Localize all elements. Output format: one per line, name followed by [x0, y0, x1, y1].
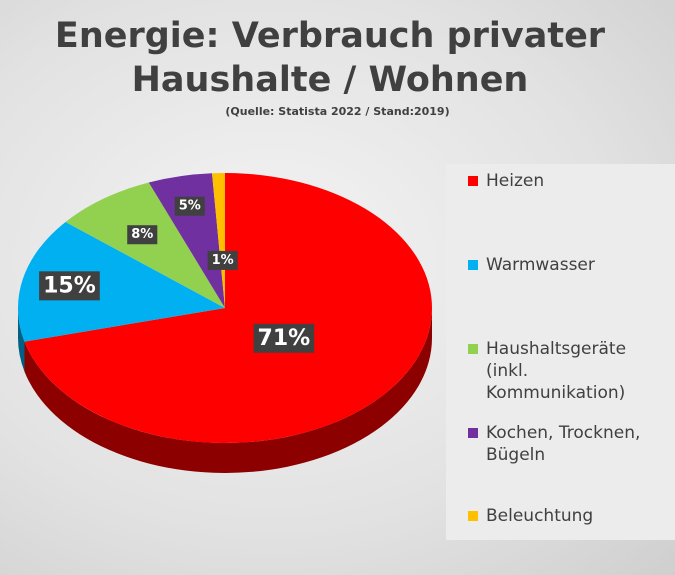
legend-entry: Warmwasser	[468, 254, 668, 276]
slice	[148, 173, 225, 308]
slice	[212, 173, 225, 308]
legend-label: Haushaltsgeräte (inkl. Kommunikation)	[486, 339, 627, 403]
data-label-box	[207, 250, 238, 270]
legend-entry: Beleuchtung	[468, 505, 668, 527]
legend-marker	[468, 428, 478, 438]
data-label-text: 71%	[258, 326, 311, 351]
data-label-box	[39, 271, 100, 301]
chart-subtitle: (Quelle: Statista 2022 / Stand:2019)	[225, 105, 450, 118]
legend-label: Heizen	[486, 171, 545, 191]
legend-entry: Heizen	[468, 170, 668, 192]
slice	[24, 173, 432, 444]
data-label: 5%	[174, 196, 205, 216]
legend-label: Beleuchtung	[486, 506, 594, 526]
data-label-box	[253, 323, 315, 353]
legend-entry: Kochen, Trocknen, Bügeln	[468, 422, 668, 466]
data-label-text: 15%	[43, 273, 96, 298]
slice-side	[24, 308, 432, 473]
data-label: 8%	[127, 225, 158, 245]
slice-side	[18, 308, 25, 372]
data-label: 71%	[253, 323, 315, 353]
legend-entry: Haushaltsgeräte (inkl. Kommunikation)	[468, 338, 668, 404]
legend-marker	[468, 176, 478, 186]
chart-title: Energie: Verbrauch privater Haushalte / …	[54, 16, 606, 100]
slice	[65, 182, 226, 308]
data-label-text: 1%	[212, 253, 234, 268]
data-label: 15%	[39, 271, 100, 301]
data-label-text: 5%	[179, 199, 201, 214]
slice	[18, 221, 226, 342]
data-label-text: 8%	[131, 227, 153, 242]
legend-marker	[468, 260, 478, 270]
data-label: 1%	[207, 250, 238, 270]
legend-label: Warmwasser	[486, 255, 595, 275]
legend-marker	[468, 511, 478, 521]
legend-marker	[468, 344, 478, 354]
legend-label: Kochen, Trocknen, Bügeln	[486, 423, 641, 465]
data-label-box	[174, 196, 205, 216]
data-label-box	[127, 225, 158, 245]
legend: Heizen Warmwasser Haushaltsgeräte (inkl. K…	[446, 164, 675, 540]
